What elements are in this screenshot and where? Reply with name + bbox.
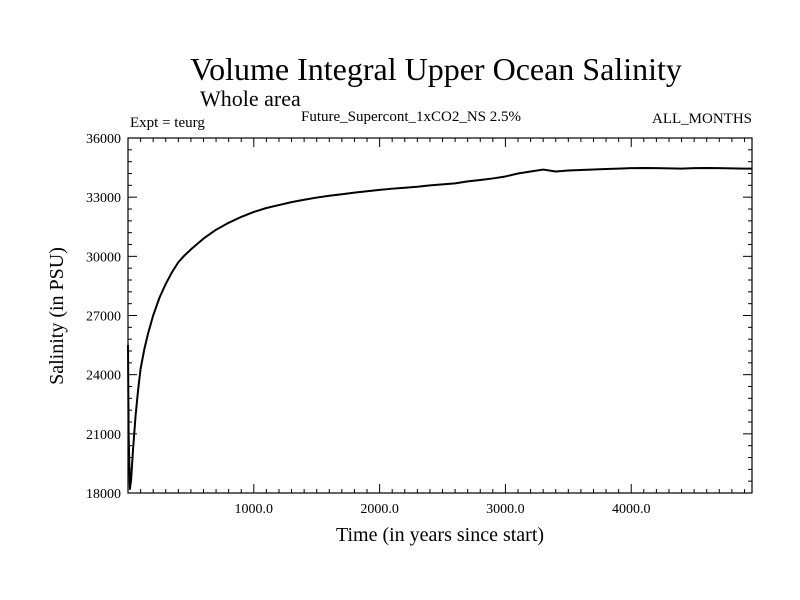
y-tick-label: 21000 — [86, 428, 121, 443]
scenario-annotation: Future_Supercont_1xCO2_NS 2.5% — [301, 109, 521, 125]
chart-title: Volume Integral Upper Ocean Salinity — [190, 51, 682, 87]
chart-subtitle: Whole area — [200, 86, 301, 111]
x-tick-label: 2000.0 — [360, 502, 399, 517]
axis-tick-labels: 18000 21000 24000 27000 30000 33000 36000 1000.… — [86, 132, 650, 517]
months-annotation: ALL_MONTHS — [652, 111, 752, 127]
y-tick-label: 24000 — [86, 369, 121, 384]
x-axis-label: Time (in years since start) — [336, 524, 544, 546]
axis-ticks — [127, 137, 752, 494]
y-axis-label: Salinity (in PSU) — [46, 247, 68, 385]
salinity-series-line — [127, 166, 752, 491]
series-layer — [127, 166, 752, 491]
y-tick-label: 33000 — [86, 191, 121, 206]
y-tick-label: 30000 — [86, 250, 121, 265]
x-tick-label: 4000.0 — [612, 502, 651, 517]
x-tick-label: 3000.0 — [486, 502, 525, 517]
y-tick-label: 18000 — [86, 487, 121, 502]
plot-frame — [127, 137, 753, 494]
y-tick-label: 36000 — [86, 132, 121, 147]
y-tick-label: 27000 — [86, 310, 121, 325]
experiment-annotation: Expt = teurg — [130, 115, 205, 131]
x-tick-label: 1000.0 — [235, 502, 274, 517]
